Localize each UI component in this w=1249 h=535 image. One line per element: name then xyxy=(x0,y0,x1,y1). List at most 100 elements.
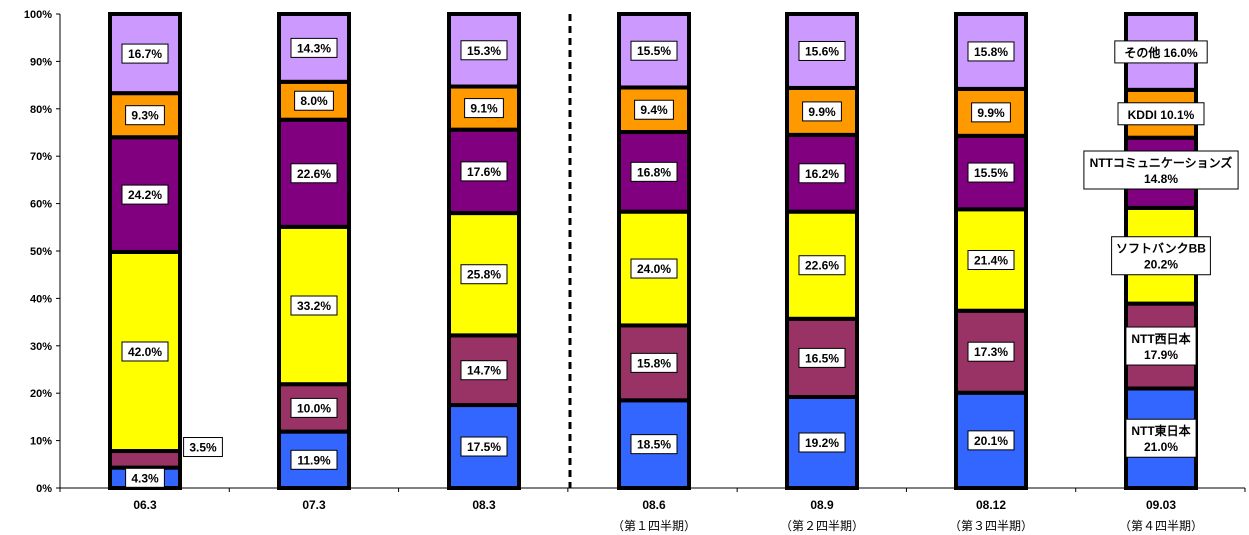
y-tick-label: 10% xyxy=(30,436,52,448)
data-label: 15.8% xyxy=(637,356,671,370)
data-label: 4.3% xyxy=(131,471,159,485)
legend-label: NTT西日本 xyxy=(1131,331,1190,346)
legend-label: KDDI 10.1% xyxy=(1128,108,1195,122)
data-label: 22.6% xyxy=(805,259,839,273)
data-label: 19.2% xyxy=(805,436,839,450)
data-label-box xyxy=(798,432,846,453)
data-label-box xyxy=(294,90,334,111)
data-label-box xyxy=(460,436,508,457)
data-label-box xyxy=(798,40,846,61)
data-label: 24.2% xyxy=(128,188,162,202)
data-label-box xyxy=(460,360,508,381)
data-label: 9.1% xyxy=(470,102,498,116)
data-label: 25.8% xyxy=(467,268,501,282)
category-label: 08.3 xyxy=(472,498,496,512)
data-label-box xyxy=(125,467,165,488)
data-label: 11.9% xyxy=(297,453,331,467)
data-label: 14.7% xyxy=(467,364,501,378)
data-label: 15.3% xyxy=(467,44,501,58)
y-tick-label: 100% xyxy=(24,9,52,21)
data-label: 42.0% xyxy=(128,345,162,359)
legend-label: ソフトバンクBB xyxy=(1116,242,1206,256)
data-label-box xyxy=(798,255,846,276)
y-tick-label: 70% xyxy=(30,151,52,163)
data-label: 16.5% xyxy=(805,351,839,365)
legend-label: 14.8% xyxy=(1144,172,1178,186)
y-tick-label: 80% xyxy=(30,104,52,116)
data-label-box xyxy=(967,162,1015,183)
y-tick-label: 90% xyxy=(30,56,52,68)
data-label-box xyxy=(630,434,678,455)
legend-label-box xyxy=(1111,236,1211,276)
data-label: 33.2% xyxy=(297,299,331,313)
data-label: 16.2% xyxy=(805,167,839,181)
bar-segment-ntt_west xyxy=(108,449,182,470)
data-label-box xyxy=(121,43,169,64)
data-label-box xyxy=(630,352,678,373)
legend-label: 21.0% xyxy=(1144,440,1178,454)
data-labels: 4.3% 3.5% 42.0% 24.2% 9.3% 16.7% 11.9% 10.0% 33.… xyxy=(121,37,1239,488)
data-label: 14.3% xyxy=(297,41,331,55)
data-label-box xyxy=(971,102,1011,123)
data-label-box xyxy=(460,264,508,285)
y-tick-label: 50% xyxy=(30,246,52,258)
data-label-box xyxy=(967,430,1015,451)
data-label: 16.8% xyxy=(637,165,671,179)
legend-label: 20.2% xyxy=(1144,258,1178,272)
category-label: 06.3 xyxy=(133,498,157,512)
data-label: 24.0% xyxy=(637,262,671,276)
data-label: 10.0% xyxy=(297,401,331,415)
data-label: 15.5% xyxy=(974,166,1008,180)
data-label-box xyxy=(460,40,508,61)
data-label-box xyxy=(630,161,678,182)
data-label: 17.3% xyxy=(974,345,1008,359)
legend-label: その他 16.0% xyxy=(1124,45,1198,60)
data-label-box xyxy=(121,341,169,362)
y-tick-label: 60% xyxy=(30,199,52,211)
legend-label-box xyxy=(1117,102,1205,126)
data-label: 17.5% xyxy=(467,440,501,454)
category-label: 08.12 xyxy=(976,498,1006,512)
category-label: 08.9 xyxy=(810,498,834,512)
category-label: 08.6 xyxy=(642,498,666,512)
data-label-box xyxy=(460,161,508,182)
data-label-box xyxy=(967,41,1015,62)
data-label-box xyxy=(464,98,504,119)
data-label: 21.4% xyxy=(974,254,1008,268)
data-label: 9.3% xyxy=(131,109,159,123)
data-label: 15.5% xyxy=(637,44,671,58)
data-label: 15.8% xyxy=(974,45,1008,59)
data-label-box xyxy=(802,101,842,122)
data-label-box xyxy=(798,347,846,368)
data-label-box xyxy=(121,184,169,205)
legend-label: NTT東日本 xyxy=(1131,423,1190,438)
category-sublabel: （第２四半期） xyxy=(780,519,864,533)
data-label-box xyxy=(290,397,338,418)
data-label: 18.5% xyxy=(637,438,671,452)
data-label-box xyxy=(630,40,678,61)
data-label-box xyxy=(630,258,678,279)
legend-label: NTTコミュニケーションズ xyxy=(1090,155,1233,170)
data-label: 8.0% xyxy=(300,94,328,108)
y-tick-label: 20% xyxy=(30,388,52,400)
data-label-box xyxy=(634,99,674,120)
data-label: 22.6% xyxy=(297,167,331,181)
data-label: 17.6% xyxy=(467,165,501,179)
y-tick-label: 30% xyxy=(30,341,52,353)
data-label-box xyxy=(290,295,338,316)
legend-label-box xyxy=(1125,418,1197,458)
data-label-box xyxy=(967,250,1015,271)
category-sublabel: （第３四半期） xyxy=(949,519,1033,533)
data-label: 3.5% xyxy=(189,441,217,455)
data-label-box xyxy=(183,437,223,458)
data-label-box xyxy=(967,341,1015,362)
category-sublabel: （第１四半期） xyxy=(612,519,696,533)
data-label: 9.4% xyxy=(640,103,668,117)
data-label-box xyxy=(290,163,338,184)
legend-label-box xyxy=(1125,326,1197,366)
y-tick-label: 0% xyxy=(36,483,52,495)
data-label-box xyxy=(798,163,846,184)
data-label: 16.7% xyxy=(128,47,162,61)
y-tick-label: 40% xyxy=(30,293,52,305)
